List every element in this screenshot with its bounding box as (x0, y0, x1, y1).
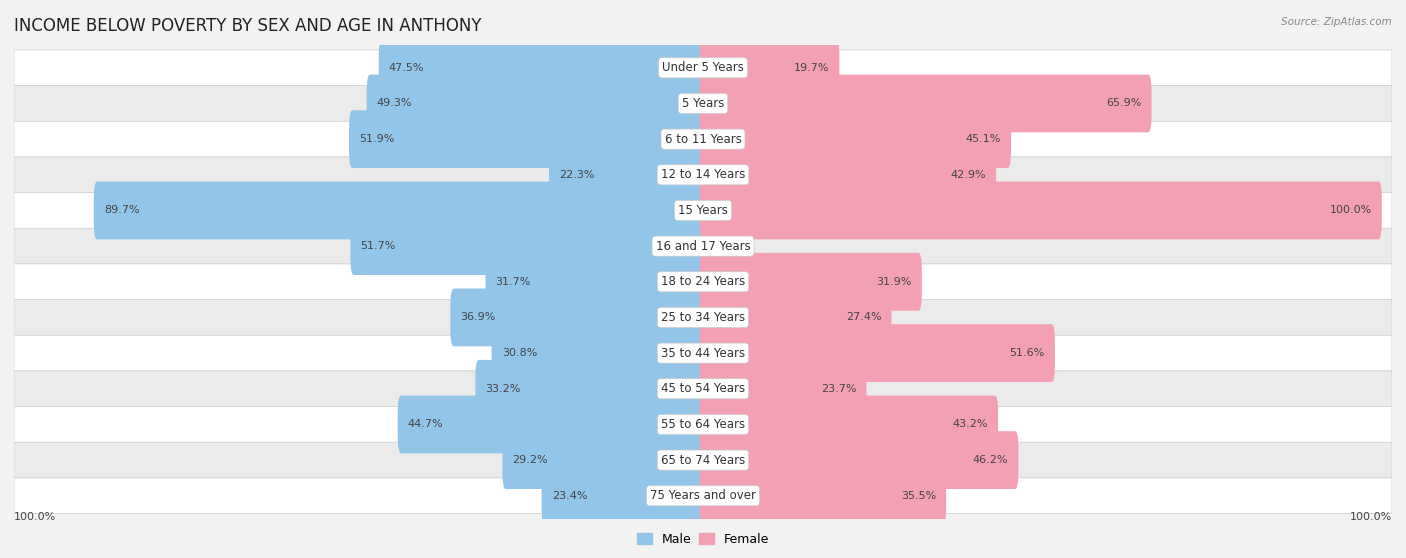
Text: 51.7%: 51.7% (360, 241, 396, 251)
Text: 23.4%: 23.4% (551, 490, 588, 501)
Text: 65 to 74 Years: 65 to 74 Years (661, 454, 745, 466)
Text: 55 to 64 Years: 55 to 64 Years (661, 418, 745, 431)
Text: 100.0%: 100.0% (1350, 512, 1392, 522)
Text: 35.5%: 35.5% (901, 490, 936, 501)
FancyBboxPatch shape (350, 217, 706, 275)
Text: 89.7%: 89.7% (104, 205, 139, 215)
FancyBboxPatch shape (700, 39, 839, 97)
FancyBboxPatch shape (14, 228, 1392, 264)
Text: Under 5 Years: Under 5 Years (662, 61, 744, 74)
Text: 42.9%: 42.9% (950, 170, 986, 180)
FancyBboxPatch shape (14, 442, 1392, 478)
Text: 31.7%: 31.7% (496, 277, 531, 287)
FancyBboxPatch shape (378, 39, 706, 97)
FancyBboxPatch shape (475, 360, 706, 417)
Text: 100.0%: 100.0% (1330, 205, 1372, 215)
FancyBboxPatch shape (700, 288, 891, 347)
FancyBboxPatch shape (14, 157, 1392, 193)
FancyBboxPatch shape (700, 467, 946, 525)
Text: 30.8%: 30.8% (502, 348, 537, 358)
FancyBboxPatch shape (14, 478, 1392, 513)
FancyBboxPatch shape (14, 193, 1392, 228)
FancyBboxPatch shape (700, 75, 1152, 132)
Text: 12 to 14 Years: 12 to 14 Years (661, 169, 745, 181)
Text: 45.1%: 45.1% (966, 134, 1001, 144)
Legend: Male, Female: Male, Female (631, 528, 775, 551)
Text: 31.9%: 31.9% (876, 277, 911, 287)
Text: 22.3%: 22.3% (560, 170, 595, 180)
FancyBboxPatch shape (485, 253, 706, 311)
Text: 100.0%: 100.0% (14, 512, 56, 522)
FancyBboxPatch shape (700, 146, 995, 204)
FancyBboxPatch shape (541, 467, 706, 525)
Text: 47.5%: 47.5% (389, 63, 425, 73)
FancyBboxPatch shape (700, 110, 1011, 168)
Text: 33.2%: 33.2% (485, 384, 520, 394)
FancyBboxPatch shape (349, 110, 706, 168)
Text: 18 to 24 Years: 18 to 24 Years (661, 275, 745, 288)
Text: 25 to 34 Years: 25 to 34 Years (661, 311, 745, 324)
FancyBboxPatch shape (450, 288, 706, 347)
Text: 46.2%: 46.2% (973, 455, 1008, 465)
FancyBboxPatch shape (14, 50, 1392, 85)
FancyBboxPatch shape (700, 360, 866, 417)
Text: 75 Years and over: 75 Years and over (650, 489, 756, 502)
Text: 36.9%: 36.9% (461, 312, 496, 323)
Text: 27.4%: 27.4% (845, 312, 882, 323)
Text: 23.7%: 23.7% (821, 384, 856, 394)
Text: 29.2%: 29.2% (513, 455, 548, 465)
Text: INCOME BELOW POVERTY BY SEX AND AGE IN ANTHONY: INCOME BELOW POVERTY BY SEX AND AGE IN A… (14, 17, 482, 35)
FancyBboxPatch shape (14, 300, 1392, 335)
FancyBboxPatch shape (700, 181, 1382, 239)
FancyBboxPatch shape (14, 264, 1392, 300)
FancyBboxPatch shape (14, 85, 1392, 121)
FancyBboxPatch shape (398, 396, 706, 453)
FancyBboxPatch shape (700, 253, 922, 311)
Text: 19.7%: 19.7% (794, 63, 830, 73)
Text: 45 to 54 Years: 45 to 54 Years (661, 382, 745, 395)
FancyBboxPatch shape (700, 396, 998, 453)
FancyBboxPatch shape (367, 75, 706, 132)
Text: 5 Years: 5 Years (682, 97, 724, 110)
FancyBboxPatch shape (14, 121, 1392, 157)
Text: 15 Years: 15 Years (678, 204, 728, 217)
Text: 51.9%: 51.9% (359, 134, 395, 144)
Text: 44.7%: 44.7% (408, 420, 443, 430)
Text: 51.6%: 51.6% (1010, 348, 1045, 358)
FancyBboxPatch shape (700, 324, 1054, 382)
FancyBboxPatch shape (14, 371, 1392, 407)
FancyBboxPatch shape (94, 181, 706, 239)
Text: 0.0%: 0.0% (710, 241, 738, 251)
FancyBboxPatch shape (14, 335, 1392, 371)
FancyBboxPatch shape (14, 407, 1392, 442)
Text: 35 to 44 Years: 35 to 44 Years (661, 347, 745, 359)
Text: 65.9%: 65.9% (1107, 98, 1142, 108)
Text: 16 and 17 Years: 16 and 17 Years (655, 239, 751, 253)
Text: Source: ZipAtlas.com: Source: ZipAtlas.com (1281, 17, 1392, 27)
Text: 43.2%: 43.2% (952, 420, 988, 430)
FancyBboxPatch shape (548, 146, 706, 204)
FancyBboxPatch shape (492, 324, 706, 382)
Text: 49.3%: 49.3% (377, 98, 412, 108)
Text: 6 to 11 Years: 6 to 11 Years (665, 133, 741, 146)
FancyBboxPatch shape (700, 431, 1018, 489)
FancyBboxPatch shape (502, 431, 706, 489)
